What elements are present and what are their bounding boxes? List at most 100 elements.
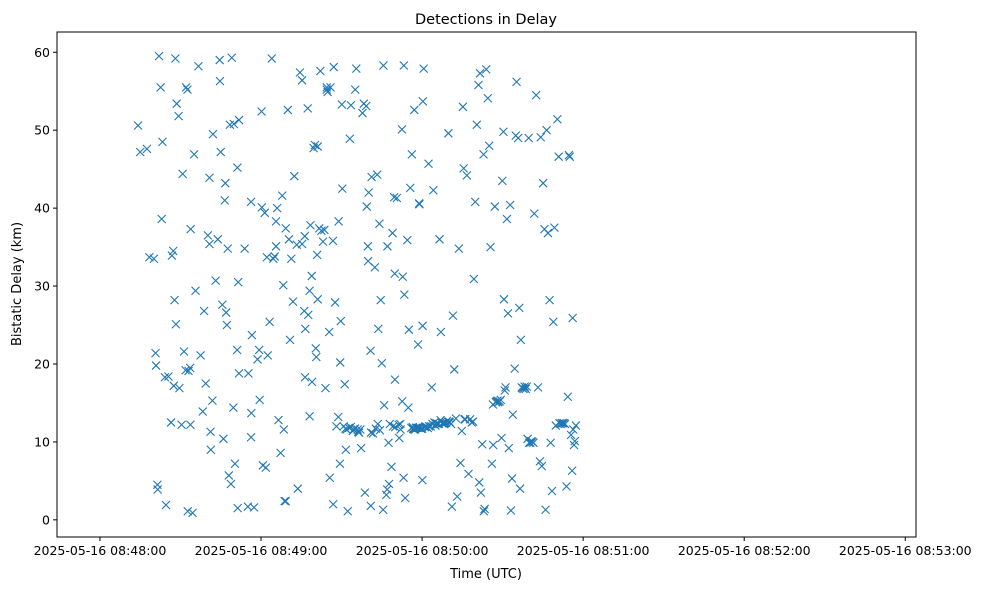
data-point (554, 152, 564, 162)
data-point (288, 297, 298, 307)
data-point (205, 173, 214, 183)
data-point (376, 295, 386, 305)
data-point (566, 430, 576, 440)
data-point (157, 214, 167, 224)
data-point (570, 436, 580, 446)
data-point (409, 105, 419, 115)
data-point (418, 321, 428, 331)
data-point (276, 448, 285, 458)
data-point (170, 295, 179, 305)
data-point (457, 426, 467, 436)
data-point (514, 303, 524, 313)
data-point (399, 61, 409, 70)
y-tick-label: 60 (34, 45, 50, 60)
data-point (332, 421, 341, 431)
data-point (230, 459, 240, 469)
data-point (545, 295, 554, 305)
y-tick-label: 30 (34, 279, 50, 294)
data-point (399, 473, 408, 483)
data-point (378, 505, 388, 515)
data-point (474, 478, 484, 487)
data-point (366, 428, 376, 437)
data-point (285, 335, 295, 345)
data-point (436, 327, 446, 337)
data-point (315, 66, 325, 76)
data-point (383, 241, 392, 251)
data-point (379, 400, 389, 410)
data-point (305, 286, 314, 296)
data-point (336, 316, 346, 326)
data-point (271, 241, 281, 251)
data-point (255, 395, 265, 405)
data-point (263, 351, 273, 360)
data-point (367, 172, 376, 182)
data-point (321, 383, 330, 393)
data-point (480, 504, 490, 514)
data-point (335, 459, 345, 469)
data-point (311, 344, 321, 353)
data-point (345, 134, 355, 144)
data-point (178, 169, 188, 179)
data-point (548, 317, 558, 327)
data-point (151, 361, 161, 370)
data-point (552, 114, 562, 124)
data-point (418, 96, 428, 106)
data-point (234, 115, 244, 125)
data-point (317, 226, 326, 236)
data-point (199, 306, 209, 316)
data-point (565, 152, 575, 162)
data-point (203, 231, 213, 240)
y-tick-label: 40 (34, 201, 50, 216)
data-point (529, 438, 538, 448)
data-point (161, 500, 171, 510)
data-point (481, 65, 491, 74)
data-point (475, 68, 485, 78)
data-point (397, 125, 407, 134)
data-point (362, 202, 372, 211)
data-point (370, 262, 380, 272)
data-point (297, 75, 307, 85)
data-point (293, 484, 303, 494)
data-point (533, 382, 543, 392)
data-point (274, 415, 283, 425)
data-point (326, 82, 335, 92)
data-point (171, 319, 181, 329)
data-point (222, 320, 232, 330)
data-point (452, 492, 462, 501)
data-point (206, 445, 216, 455)
data-point (196, 351, 206, 360)
data-point (515, 484, 525, 494)
data-point (399, 290, 409, 300)
data-point (220, 178, 230, 188)
data-point (185, 363, 195, 373)
data-point (313, 294, 323, 304)
data-point (175, 383, 184, 393)
data-point (279, 425, 289, 434)
data-point (483, 93, 493, 103)
data-point (394, 420, 404, 430)
data-point (447, 502, 457, 511)
data-point (435, 234, 444, 244)
data-point (499, 294, 509, 304)
data-point (541, 505, 550, 515)
data-point (487, 459, 497, 469)
data-point (149, 254, 159, 264)
data-point (476, 488, 486, 497)
data-point (486, 242, 495, 252)
data-point (226, 479, 236, 489)
data-point (303, 103, 313, 113)
data-point (388, 421, 398, 431)
data-point (546, 438, 556, 448)
y-tick-label: 50 (34, 123, 50, 138)
data-point (354, 428, 364, 437)
data-point (307, 377, 317, 387)
data-point (358, 108, 367, 118)
data-point (213, 234, 223, 244)
x-axis-label: Time (UTC) (449, 567, 522, 582)
data-point (394, 433, 404, 443)
data-point (550, 223, 559, 232)
data-point (360, 488, 370, 497)
data-point (221, 308, 231, 317)
data-point (306, 220, 315, 230)
data-point (284, 234, 294, 244)
